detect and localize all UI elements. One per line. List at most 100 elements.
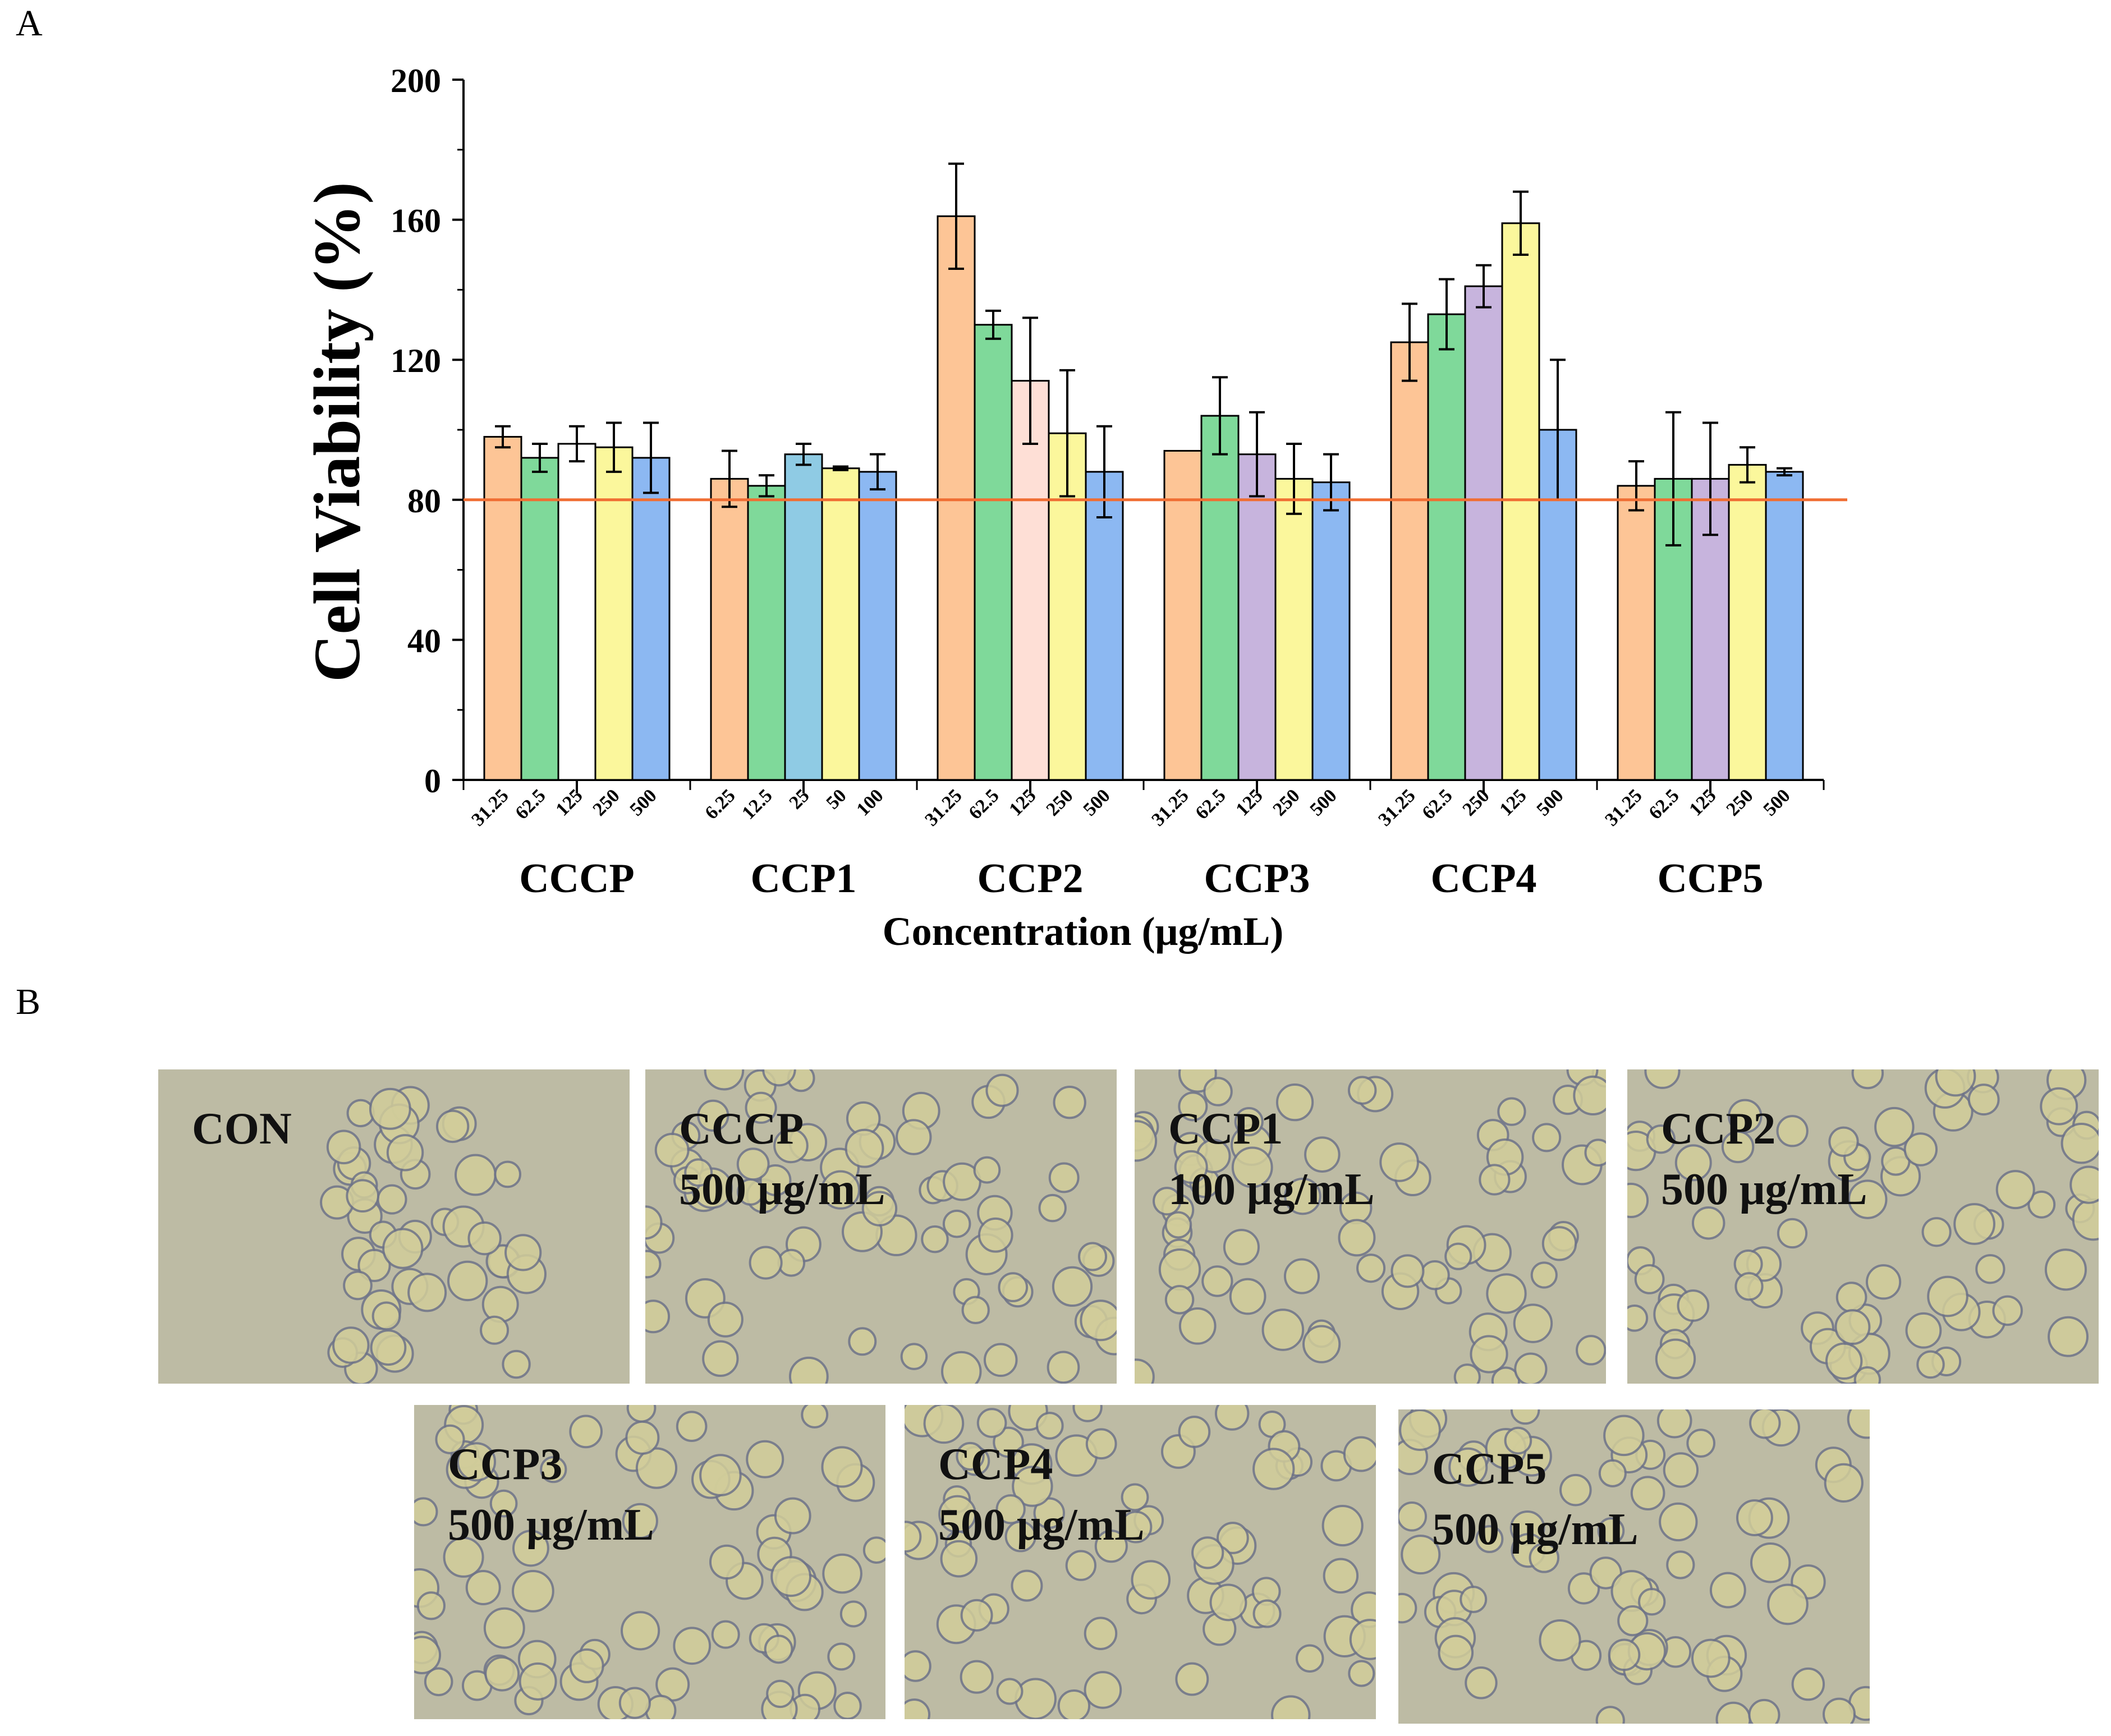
bar-ccp2-1 <box>974 324 1013 781</box>
cell <box>1644 1069 1681 1089</box>
cell <box>820 1170 860 1210</box>
cell <box>2040 1087 2078 1126</box>
cell <box>822 1553 862 1594</box>
cell <box>1825 1342 1863 1380</box>
cell <box>711 1620 740 1649</box>
cell <box>483 1607 525 1649</box>
cell <box>1038 1193 1067 1223</box>
cell <box>1666 1550 1695 1579</box>
cell <box>332 1326 370 1364</box>
cell <box>414 1497 438 1527</box>
cell <box>435 1109 470 1143</box>
cell <box>985 1073 1019 1107</box>
x-tick-label: 12.5 <box>738 785 776 823</box>
cell <box>1448 1447 1488 1487</box>
cell <box>635 1447 678 1489</box>
micrograph-ccp4: CCP4 500 μg/mL <box>905 1405 1376 1719</box>
cell <box>684 1158 713 1187</box>
x-tick-label: 62.5 <box>1645 785 1683 823</box>
cell <box>1470 1335 1508 1374</box>
bar-ccp4-2 <box>1464 285 1503 781</box>
cell <box>1828 1126 1859 1157</box>
cell <box>1304 1136 1341 1173</box>
cell <box>1709 1572 1746 1609</box>
cell <box>1321 1504 1364 1547</box>
cell <box>960 1599 993 1632</box>
cell <box>1444 1242 1472 1270</box>
cell <box>1084 1671 1122 1709</box>
cell <box>1052 1266 1093 1307</box>
cell <box>1004 1521 1036 1553</box>
bar-ccp3-1 <box>1200 415 1240 781</box>
cell <box>465 1569 501 1606</box>
x-tick-label: 250 <box>1042 785 1077 820</box>
cell <box>1135 1358 1155 1384</box>
cell <box>1603 1414 1645 1457</box>
cell <box>1119 1510 1153 1544</box>
cell <box>1201 1265 1233 1297</box>
cell <box>1777 1218 1808 1249</box>
cell <box>764 1634 793 1664</box>
x-tick-label: 62.5 <box>511 785 549 823</box>
cell <box>1510 1409 1540 1425</box>
cell <box>1935 1069 1976 1097</box>
x-tick-label: 125 <box>1495 785 1530 820</box>
cell <box>973 1156 1001 1184</box>
cell <box>386 1134 424 1172</box>
cell <box>1559 1473 1592 1507</box>
bar-ccp5-4 <box>1765 471 1804 781</box>
cell <box>1504 1426 1532 1455</box>
cell <box>1085 1428 1117 1460</box>
cell <box>1175 1662 1209 1696</box>
cell <box>1728 1099 1763 1134</box>
bar-cccp-4 <box>631 457 671 781</box>
cell <box>1036 1412 1064 1440</box>
cell <box>1284 1177 1321 1215</box>
cell <box>762 1069 796 1087</box>
cell <box>1275 1083 1314 1122</box>
cell <box>2048 1316 2089 1357</box>
cell <box>1597 1517 1625 1545</box>
group-label: CCP5 <box>1657 856 1763 902</box>
cell <box>1217 1522 1249 1554</box>
cell <box>1750 1542 1791 1583</box>
y-tick-label: 0 <box>424 763 441 800</box>
cell <box>1627 1304 1649 1332</box>
micrograph-label: CCP3 500 μg/mL <box>448 1440 654 1550</box>
cell <box>1513 1303 1553 1343</box>
cell <box>1715 1701 1751 1724</box>
cell <box>1851 1069 1884 1090</box>
cell <box>489 1489 518 1518</box>
micrograph-con: CON <box>158 1069 630 1384</box>
cell <box>1573 1075 1606 1116</box>
cell <box>1674 1144 1712 1182</box>
bar-cccp-0 <box>483 435 522 781</box>
cell <box>326 1129 361 1165</box>
y-tick-label: 120 <box>391 342 441 379</box>
cell <box>1033 1497 1065 1529</box>
cell <box>1080 1299 1117 1342</box>
cell <box>1497 1097 1526 1126</box>
cell <box>467 1221 502 1256</box>
cell <box>1975 1254 2006 1284</box>
cell <box>839 1600 867 1628</box>
bar-ccp3-0 <box>1163 449 1203 781</box>
y-tick-label: 40 <box>407 622 441 659</box>
group-label: CCP4 <box>1430 856 1536 902</box>
cell <box>1438 1634 1474 1671</box>
cell <box>1541 1226 1577 1261</box>
bar-cccp-1 <box>520 457 559 781</box>
cell <box>905 1521 922 1553</box>
cell <box>645 1250 662 1279</box>
cell <box>1475 1525 1504 1554</box>
cell <box>1749 1409 1781 1439</box>
cell <box>1791 1667 1825 1701</box>
cell <box>1453 1363 1481 1384</box>
x-tick-label: 125 <box>552 785 586 820</box>
cell <box>995 1494 1026 1524</box>
bar-cccp-3 <box>594 446 634 781</box>
cell <box>1992 1295 2023 1326</box>
cell <box>1065 1550 1096 1581</box>
cell <box>512 1530 549 1567</box>
cell <box>435 1424 465 1454</box>
